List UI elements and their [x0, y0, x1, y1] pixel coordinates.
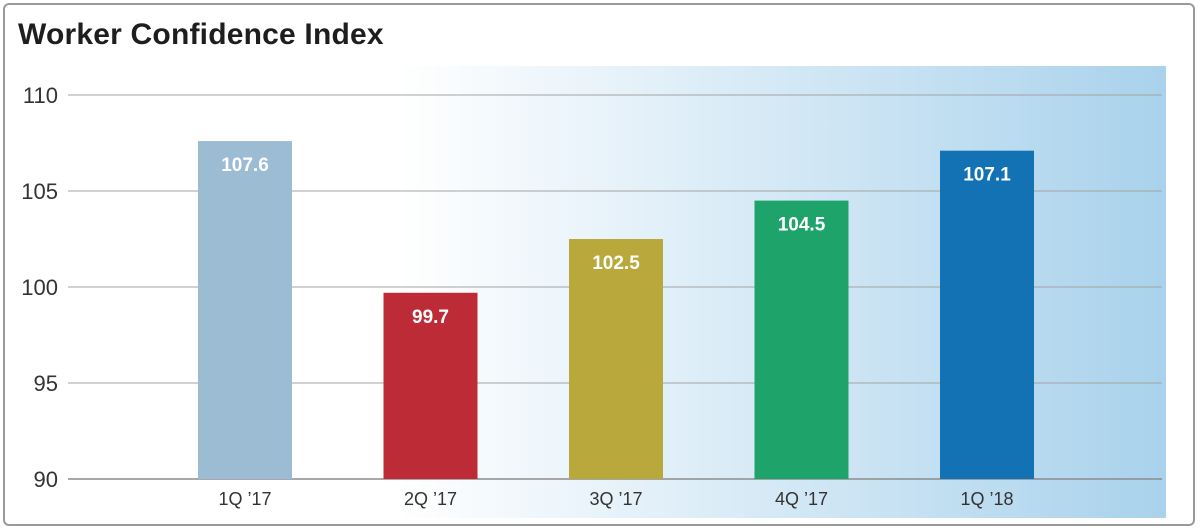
- data-label: 99.7: [412, 307, 449, 328]
- bar: [198, 141, 292, 479]
- x-tick-label: 2Q ’17: [404, 489, 457, 509]
- chart-title: Worker Confidence Index: [18, 18, 384, 51]
- y-tick-label: 90: [34, 467, 58, 492]
- bar: [940, 150, 1034, 479]
- y-tick-label: 95: [34, 371, 58, 396]
- bar: [383, 292, 478, 479]
- data-label: 102.5: [592, 253, 640, 274]
- bar: [569, 239, 663, 479]
- y-tick-label: 110: [23, 83, 58, 108]
- x-tick-label: 3Q ’17: [589, 489, 642, 509]
- y-tick-label: 100: [21, 275, 58, 300]
- x-tick-label: 1Q ’17: [218, 489, 271, 509]
- x-tick-label: 4Q ’17: [775, 489, 828, 509]
- bar: [754, 200, 849, 479]
- data-label: 104.5: [778, 215, 826, 236]
- y-tick-label: 105: [21, 179, 58, 204]
- x-tick-label: 1Q ’18: [960, 489, 1013, 509]
- data-label: 107.6: [221, 155, 269, 176]
- data-label: 107.1: [963, 165, 1011, 186]
